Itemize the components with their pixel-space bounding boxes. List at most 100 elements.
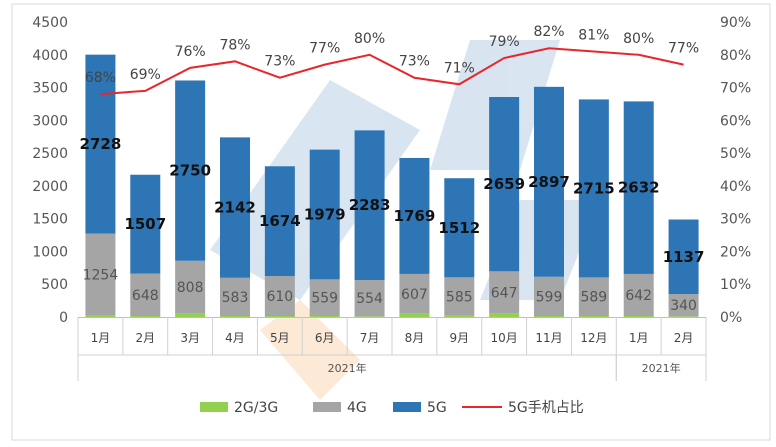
x-category-label: 12月 [580,331,607,345]
y-left-tick-label: 4500 [32,15,68,31]
legend-label: 5G手机占比 [508,400,584,416]
y-left-tick-label: 0 [59,310,68,326]
legend: 2G/3G 4G 5G 5G手机占比 [200,400,584,416]
bar-4g [578,277,609,317]
y-right-tick-label: 40% [720,179,751,195]
bar-2g3g [354,316,385,317]
label-5g: 2715 [573,179,615,197]
label-5g: 1674 [259,212,301,230]
bar-4g [444,277,475,316]
bars [85,54,699,317]
x-category-label: 8月 [405,331,425,345]
label-5g: 2283 [349,196,391,214]
data-labels: 1254 2728 68% 648 1507 69% 808 2750 76% 583 2142 78… [80,24,705,314]
label-4g: 648 [132,288,159,304]
bar-4g [489,271,520,314]
bar-4g [264,276,295,317]
label-pct: 76% [175,44,206,60]
y-left-tick-label: 3500 [32,81,68,97]
label-4g: 340 [670,298,697,314]
bar-2g3g [309,316,340,317]
bar-5g [623,101,654,274]
x-category-label: 7月 [360,331,380,345]
label-pct: 81% [578,28,609,44]
y-left-tick-label: 1000 [32,244,68,260]
y-left-tick-label: 1500 [32,212,68,228]
label-4g: 1254 [83,268,119,284]
x-category-label: 2月 [674,331,694,345]
y-left-tick-label: 2000 [32,179,68,195]
bar-5g [399,157,430,274]
bar-4g [175,260,206,314]
legend-swatch [200,402,228,412]
label-pct: 71% [444,60,475,76]
bar-2g3g [399,313,430,317]
bar-2g3g [264,316,295,317]
y-left-tick-label: 3000 [32,113,68,129]
y-right-tick-label: 50% [720,146,751,162]
label-5g: 1507 [124,215,166,233]
label-5g: 2897 [528,173,570,191]
bar-5g [309,149,340,280]
bar-4g [399,273,430,314]
label-4g: 599 [536,289,563,305]
bar-4g [354,280,385,317]
y-left-tick-label: 4000 [32,48,68,64]
label-4g: 585 [446,290,473,306]
label-5g: 2632 [618,179,660,197]
label-4g: 583 [222,290,249,306]
label-4g: 647 [491,286,518,302]
x-category-label: 9月 [449,331,469,345]
bar-4g [534,276,564,317]
label-4g: 554 [356,291,383,307]
bar-5g [354,130,385,281]
bar-2g3g [623,316,654,317]
share-line-path [100,47,684,96]
label-5g: 2750 [169,162,211,180]
label-4g: 589 [580,290,607,306]
label-pct: 77% [309,41,340,57]
label-4g: 610 [266,289,293,305]
bar-5g [220,137,250,278]
label-5g: 1512 [438,219,480,237]
bar-4g [85,233,116,316]
bar-4g [668,294,699,317]
label-5g: 2728 [80,135,122,153]
axes: 0 500 1000 1500 2000 2500 3000 3500 4000 4500 0% 10… [11,3,771,441]
bar-5g [444,178,475,278]
x-category-label: 10月 [491,331,518,345]
bar-5g [85,54,116,234]
bar-5g [534,86,564,277]
bar-4g [309,279,340,317]
x-category-label: 5月 [270,331,290,345]
label-pct: 82% [533,24,564,40]
bar-5g [489,96,520,272]
y-right-tick-label: 80% [720,48,751,64]
label-4g: 808 [177,280,204,296]
label-pct: 68% [85,70,116,86]
y-right-tick-label: 20% [720,244,751,260]
label-pct: 77% [668,41,699,57]
chart-frame [11,3,771,441]
label-4g: 607 [401,287,428,303]
legend-label: 4G [347,400,367,416]
label-5g: 2659 [483,175,525,193]
label-pct: 80% [623,31,654,47]
legend-label: 5G [427,400,447,416]
bar-2g3g [578,316,609,317]
bar-2g3g [444,315,475,317]
label-5g: 1979 [304,206,346,224]
legend-swatch [393,402,421,412]
label-4g: 642 [625,288,652,304]
x-category-label: 1月 [629,331,649,345]
y-right-tick-label: 90% [720,15,751,31]
label-pct: 80% [354,31,385,47]
label-pct: 73% [264,54,295,70]
x-category-label: 1月 [91,331,111,345]
bar-5g [175,80,206,261]
x-category-label: 2月 [135,331,155,345]
label-5g: 1137 [663,248,705,266]
bar-5g [264,166,295,277]
x-category-label: 4月 [225,331,245,345]
